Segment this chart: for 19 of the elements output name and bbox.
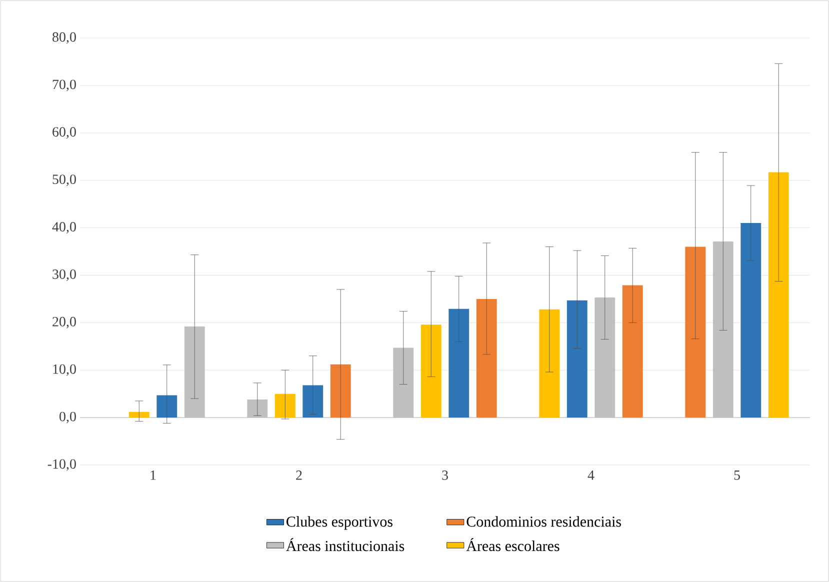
y-tick-label: 40,0 bbox=[52, 222, 76, 234]
legend-label: Clubes esportivos bbox=[286, 516, 392, 530]
x-tick-label: 4 bbox=[588, 470, 594, 480]
legend-label: Áreas institucionais bbox=[286, 538, 404, 552]
legend-label: Áreas escolares bbox=[466, 538, 560, 552]
y-tick-label: 80,0 bbox=[52, 32, 76, 44]
y-tick-label: 50,0 bbox=[52, 174, 76, 186]
x-tick-label: 3 bbox=[442, 470, 448, 480]
y-tick-label: 10,0 bbox=[53, 364, 76, 376]
x-tick-label: 5 bbox=[734, 470, 740, 480]
legend-label: Condominios residenciais bbox=[466, 516, 621, 527]
y-tick-label: 0,0 bbox=[60, 412, 76, 424]
y-tick-label: 30,0 bbox=[52, 269, 76, 281]
x-tick-label: 2 bbox=[296, 470, 302, 480]
y-tick-label: 60,0 bbox=[52, 127, 76, 139]
y-tick-label: 70,0 bbox=[52, 80, 76, 92]
x-tick-label: 1 bbox=[150, 470, 156, 480]
y-tick-label: 20,0 bbox=[52, 316, 76, 328]
y-tick-label: -10,0 bbox=[48, 459, 76, 471]
